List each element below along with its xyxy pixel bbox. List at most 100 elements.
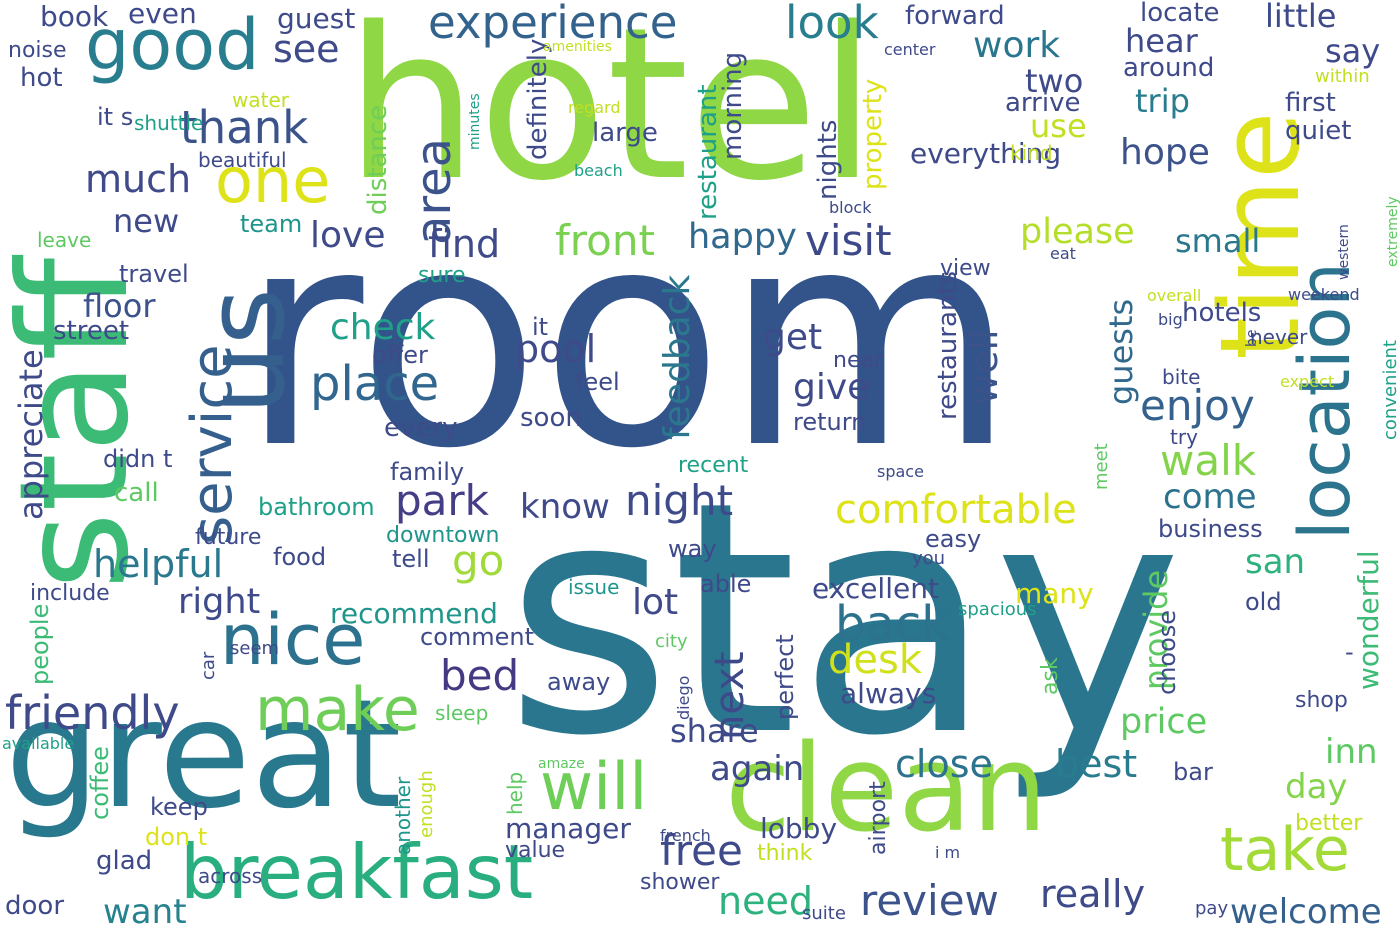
word-enough: enough — [416, 770, 437, 838]
word-feel: feel — [575, 368, 620, 396]
word-sure: sure — [418, 263, 466, 288]
word-way: way — [668, 535, 717, 563]
word-book: book — [40, 0, 109, 33]
word-lobby: lobby — [760, 812, 838, 845]
word-beautiful: beautiful — [198, 148, 287, 172]
word-day: day — [1285, 767, 1348, 807]
word-arrive: arrive — [1005, 88, 1081, 118]
word-shuttle: shuttle — [134, 111, 204, 135]
word-space: space — [877, 462, 924, 481]
word-little: little — [1265, 0, 1337, 35]
word-free: free — [660, 826, 743, 875]
word-really: really — [1040, 872, 1146, 916]
word-it: it — [532, 313, 549, 341]
word-easy: easy — [925, 525, 982, 553]
word-call: call — [114, 478, 159, 508]
word-it-s: it s — [97, 103, 134, 131]
word-never: never — [1250, 325, 1308, 349]
word-choose: choose — [1153, 609, 1181, 695]
word-dash: - — [1345, 638, 1354, 666]
word-help: help — [503, 771, 527, 815]
word-travel: travel — [119, 260, 189, 288]
word-forward: forward — [905, 1, 1005, 31]
word-think: think — [757, 841, 813, 866]
word-good: good — [85, 4, 260, 86]
word-make: make — [255, 675, 420, 745]
word-go: go — [452, 536, 505, 585]
word-night: night — [625, 476, 734, 525]
word-nice: nice — [220, 599, 366, 681]
word-hotel: hotel — [345, 0, 877, 227]
word-meet: meet — [1091, 443, 1112, 490]
word-leave: leave — [37, 228, 92, 252]
word-water: water — [232, 88, 289, 112]
word-use: use — [1030, 107, 1087, 145]
word-large: large — [592, 118, 658, 148]
word-well: well — [962, 329, 1006, 405]
word-every: every — [384, 413, 458, 443]
word-share: share — [670, 712, 759, 750]
word-diego: diego — [674, 675, 693, 720]
word-hotels: hotels — [1182, 298, 1262, 328]
word-future: future — [195, 525, 262, 550]
word-desk: desk — [828, 637, 923, 683]
word-family: family — [390, 458, 465, 486]
word-take: take — [1220, 815, 1350, 885]
word-definitely: definitely — [523, 38, 553, 160]
word-clean: clean — [725, 720, 1048, 859]
word-bite: bite — [1162, 365, 1201, 389]
word-two: two — [1025, 62, 1084, 100]
word-car: car — [198, 651, 219, 680]
word-convenient: convenient — [1380, 340, 1400, 440]
word-seem: seem — [230, 638, 280, 659]
word-door: door — [5, 891, 65, 921]
word-say: say — [1325, 32, 1381, 70]
word-back: back — [835, 596, 950, 652]
word-pool: pool — [515, 327, 597, 371]
word-enjoy: enjoy — [1140, 381, 1255, 430]
word-right: right — [178, 582, 261, 622]
word-first: first — [1285, 88, 1336, 118]
word-better: better — [1295, 811, 1363, 836]
word-floor: floor — [83, 287, 156, 325]
word-come: come — [1163, 477, 1257, 517]
word-always: always — [840, 677, 937, 710]
word-didn-t: didn t — [103, 445, 173, 473]
word-please: please — [1020, 212, 1135, 252]
word-give: give — [793, 367, 870, 408]
word-walk: walk — [1160, 436, 1257, 485]
word-again: again — [710, 749, 805, 789]
word-see: see — [273, 27, 340, 71]
word-spacious: spacious — [958, 599, 1037, 620]
word-another: another — [391, 776, 415, 855]
word-amenities: amenities — [543, 39, 612, 55]
word-street: street — [53, 316, 130, 346]
word-offer: offer — [372, 341, 428, 369]
word-great: great — [5, 668, 402, 842]
word-front: front — [555, 216, 655, 265]
word-across: across — [198, 864, 263, 888]
word-weekend: weekend — [1288, 285, 1360, 304]
word-comment: comment — [420, 623, 535, 651]
word-keep: keep — [150, 793, 208, 821]
word-recommend: recommend — [330, 597, 498, 630]
word-work: work — [973, 25, 1061, 66]
word-beach: beach — [574, 161, 623, 180]
word-much: much — [85, 157, 192, 201]
word-get: get — [763, 317, 823, 358]
word-coffee: coffee — [86, 746, 114, 820]
word-morning: morning — [718, 51, 748, 160]
word-need: need — [718, 879, 813, 923]
word-will: will — [540, 750, 648, 825]
word-review: review — [860, 876, 999, 925]
word-new: new — [113, 202, 180, 240]
word-park: park — [395, 476, 489, 525]
word-overall: overall — [1147, 286, 1202, 305]
word-want: want — [103, 892, 187, 932]
word-big: big — [1158, 310, 1183, 329]
word-shop: shop — [1295, 688, 1348, 713]
word-everything: everything — [910, 137, 1062, 170]
word-find: find — [428, 222, 501, 266]
word-inn: inn — [1325, 732, 1378, 772]
